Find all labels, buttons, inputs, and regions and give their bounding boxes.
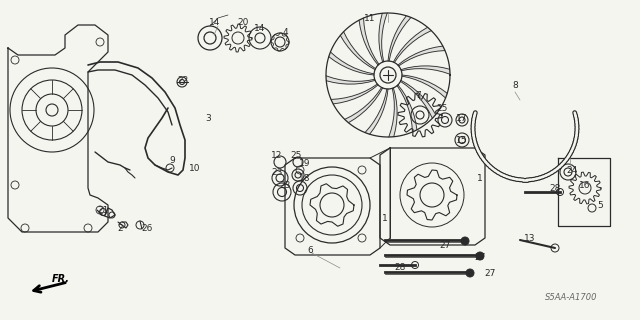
Text: 12: 12 xyxy=(271,150,283,159)
Text: 19: 19 xyxy=(300,158,311,167)
Text: 27: 27 xyxy=(439,241,451,250)
Text: 15: 15 xyxy=(456,135,468,145)
Text: S5AA-A1700: S5AA-A1700 xyxy=(545,293,598,302)
Polygon shape xyxy=(379,13,387,62)
Text: 18: 18 xyxy=(300,173,311,182)
Polygon shape xyxy=(394,27,431,62)
Circle shape xyxy=(461,237,469,245)
Circle shape xyxy=(476,252,484,260)
Text: 2: 2 xyxy=(117,223,123,233)
Polygon shape xyxy=(345,87,383,123)
Text: 26: 26 xyxy=(141,223,153,233)
Polygon shape xyxy=(388,88,397,137)
Text: 10: 10 xyxy=(189,164,201,172)
Text: 25: 25 xyxy=(291,150,301,159)
Text: 25: 25 xyxy=(436,103,448,113)
Text: 23: 23 xyxy=(279,180,291,189)
Polygon shape xyxy=(401,80,436,118)
Text: 9: 9 xyxy=(169,156,175,164)
Text: 14: 14 xyxy=(209,18,221,27)
Text: 17: 17 xyxy=(456,114,468,123)
Polygon shape xyxy=(398,46,445,66)
Text: 13: 13 xyxy=(524,234,536,243)
Text: 14: 14 xyxy=(254,23,266,33)
Polygon shape xyxy=(329,52,374,75)
Text: 21: 21 xyxy=(97,205,109,214)
Text: 1: 1 xyxy=(477,173,483,182)
Polygon shape xyxy=(359,18,379,65)
Text: 1: 1 xyxy=(382,213,388,222)
Text: 27: 27 xyxy=(474,253,486,262)
Text: 6: 6 xyxy=(307,245,313,254)
Polygon shape xyxy=(388,16,411,61)
Text: 11: 11 xyxy=(364,13,376,22)
Text: 8: 8 xyxy=(512,81,518,90)
Text: 27: 27 xyxy=(484,268,496,277)
Text: 22: 22 xyxy=(177,76,189,84)
Text: 24: 24 xyxy=(566,165,578,174)
Polygon shape xyxy=(402,75,447,98)
Text: 23: 23 xyxy=(271,167,283,177)
Polygon shape xyxy=(397,85,417,132)
Text: 3: 3 xyxy=(205,114,211,123)
Text: 7: 7 xyxy=(415,91,421,100)
Polygon shape xyxy=(326,76,375,84)
Polygon shape xyxy=(365,89,388,134)
Polygon shape xyxy=(401,66,450,74)
Circle shape xyxy=(466,269,474,277)
Text: 20: 20 xyxy=(237,18,249,27)
Polygon shape xyxy=(340,32,376,70)
Text: 28: 28 xyxy=(394,263,406,273)
Polygon shape xyxy=(331,84,378,104)
Text: 28: 28 xyxy=(549,183,561,193)
Text: FR.: FR. xyxy=(52,274,70,284)
Text: 4: 4 xyxy=(282,28,288,36)
Text: 5: 5 xyxy=(597,201,603,210)
Text: 16: 16 xyxy=(579,180,591,189)
